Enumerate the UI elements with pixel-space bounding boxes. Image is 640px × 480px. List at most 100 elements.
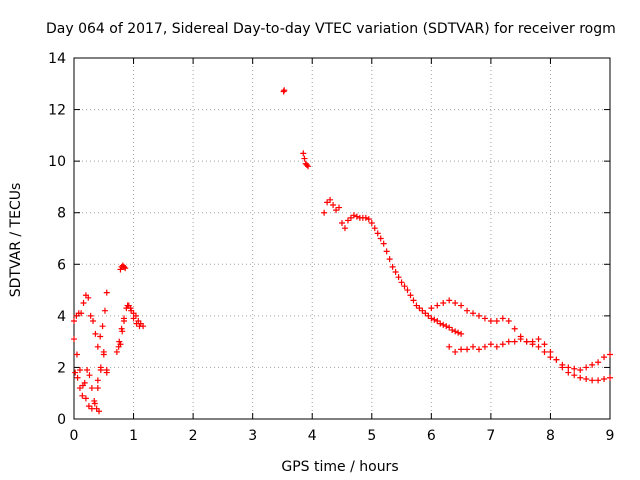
x-tick-label: 6: [427, 428, 436, 444]
y-tick-label: 0: [57, 412, 66, 428]
data-point: [119, 328, 126, 335]
data-point: [84, 367, 91, 374]
x-tick-label: 0: [70, 428, 79, 444]
data-point: [92, 330, 99, 337]
x-tick-label: 9: [606, 428, 615, 444]
data-point: [410, 297, 417, 304]
x-tick-label: 2: [189, 428, 198, 444]
data-point: [339, 220, 345, 227]
data-point: [94, 385, 101, 392]
data-point: [452, 348, 459, 355]
data-point: [94, 377, 101, 384]
data-point: [470, 310, 477, 317]
data-point: [487, 341, 494, 348]
data-point: [431, 316, 438, 323]
data-point: [595, 377, 602, 384]
data-point: [336, 204, 343, 211]
data-point: [428, 305, 435, 312]
data-point: [511, 325, 518, 332]
data-point: [499, 315, 506, 322]
data-point: [577, 374, 584, 381]
data-point: [81, 379, 88, 386]
x-tick-label: 1: [129, 428, 138, 444]
data-point: [398, 279, 405, 286]
data-point: [511, 338, 518, 345]
data-point: [327, 196, 334, 203]
data-point: [99, 323, 106, 330]
data-point: [130, 315, 137, 322]
data-point: [71, 336, 77, 343]
data-point: [386, 256, 393, 263]
data-point: [505, 338, 512, 345]
data-point: [80, 299, 87, 306]
data-point: [541, 341, 548, 348]
data-point: [464, 307, 471, 314]
data-point: [571, 372, 578, 379]
y-tick-label: 14: [48, 51, 66, 67]
data-point: [85, 294, 92, 301]
data-point: [395, 274, 402, 281]
data-point: [113, 348, 120, 355]
data-point: [589, 361, 596, 368]
y-tick-label: 12: [48, 103, 66, 119]
data-point: [565, 364, 572, 371]
x-tick-label: 4: [308, 428, 317, 444]
data-point: [523, 338, 530, 345]
data-point: [100, 351, 107, 358]
data-point: [300, 150, 307, 157]
data-point: [547, 348, 554, 355]
data-point: [121, 263, 128, 270]
y-tick-label: 10: [48, 154, 66, 170]
data-point: [97, 367, 104, 374]
data-point: [353, 213, 360, 220]
data-point: [446, 297, 453, 304]
data-point: [470, 343, 477, 350]
data-point: [380, 240, 387, 247]
data-point: [136, 323, 143, 330]
data-point: [82, 395, 89, 402]
data-point: [440, 321, 447, 328]
data-point: [434, 302, 441, 309]
data-point: [553, 356, 560, 363]
data-point: [607, 351, 613, 358]
data-point: [452, 299, 459, 306]
y-axis-label: SDTVAR / TECUs: [8, 183, 24, 298]
data-point: [103, 289, 110, 296]
data-point: [76, 367, 83, 374]
data-point: [389, 263, 396, 270]
data-point: [374, 230, 381, 237]
data-point: [86, 372, 93, 379]
data-point: [464, 346, 471, 353]
data-point: [88, 385, 95, 392]
data-point: [449, 327, 456, 334]
data-point: [365, 216, 372, 223]
data-point: [76, 385, 83, 392]
data-point: [443, 323, 450, 330]
data-point: [117, 341, 124, 348]
x-tick-label: 7: [486, 428, 495, 444]
data-point: [440, 299, 447, 306]
data-point: [607, 374, 613, 381]
data-point: [505, 318, 512, 325]
data-point: [583, 364, 590, 371]
data-point: [601, 354, 608, 361]
data-point: [127, 305, 134, 312]
data-point: [392, 269, 399, 276]
data-point: [72, 369, 79, 376]
data-point: [101, 307, 108, 314]
data-point: [583, 376, 590, 383]
data-point: [73, 351, 80, 358]
data-point: [577, 367, 584, 374]
data-point: [74, 374, 81, 381]
data-point: [475, 346, 482, 353]
data-point: [383, 248, 390, 255]
data-point: [71, 318, 77, 325]
data-point: [565, 369, 572, 376]
data-point: [401, 283, 408, 290]
data-point: [571, 365, 578, 372]
data-point: [446, 343, 453, 350]
data-point: [377, 235, 384, 242]
x-tick-label: 8: [546, 428, 555, 444]
data-point: [601, 376, 608, 383]
